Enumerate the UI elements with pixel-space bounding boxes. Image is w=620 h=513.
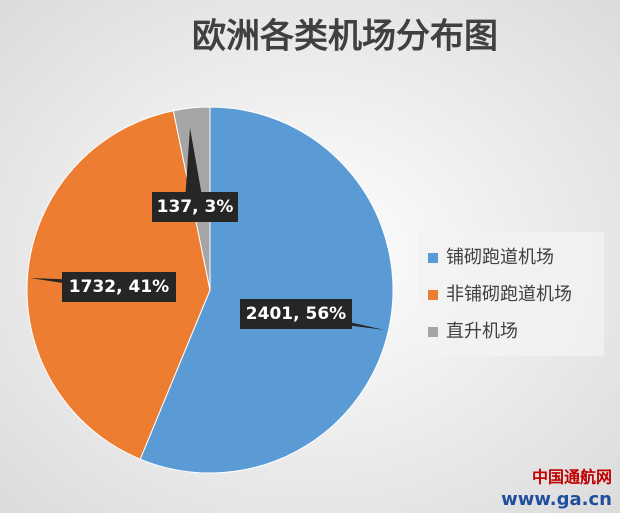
legend-label: 铺砌跑道机场	[446, 247, 554, 268]
chart-title: 欧洲各类机场分布图	[192, 17, 498, 57]
legend-box	[418, 232, 604, 356]
watermark-name: 中国通航网	[532, 468, 612, 487]
data-label: 2401, 56%	[246, 304, 346, 324]
callout-pointer	[185, 128, 205, 213]
pie-slice	[139, 106, 394, 474]
callout-box	[152, 192, 238, 222]
watermark-url: www.ga.cn	[501, 489, 612, 510]
legend-label: 非铺砌跑道机场	[446, 284, 572, 305]
legend-label: 直升机场	[446, 321, 518, 342]
legend-swatch	[428, 290, 438, 300]
callout-box	[62, 272, 176, 302]
data-label: 1732, 41%	[69, 277, 169, 297]
legend-swatch	[428, 327, 438, 337]
legend-swatch	[428, 253, 438, 263]
callout-box	[240, 299, 352, 329]
data-label: 137, 3%	[157, 197, 234, 217]
